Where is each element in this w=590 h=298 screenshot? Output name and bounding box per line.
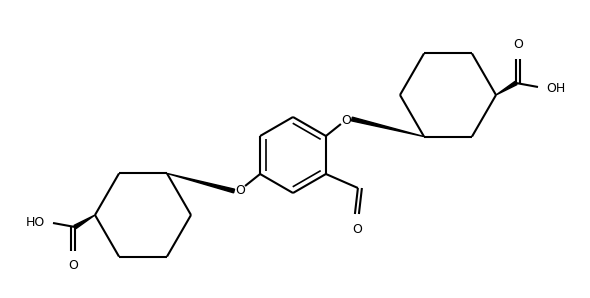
Text: O: O bbox=[235, 184, 245, 196]
Text: OH: OH bbox=[546, 81, 565, 94]
Polygon shape bbox=[74, 215, 95, 229]
Text: HO: HO bbox=[26, 215, 45, 229]
Polygon shape bbox=[167, 173, 235, 193]
Text: O: O bbox=[341, 114, 351, 126]
Text: O: O bbox=[513, 38, 523, 51]
Polygon shape bbox=[496, 81, 517, 95]
Text: O: O bbox=[68, 259, 78, 272]
Text: O: O bbox=[352, 223, 362, 236]
Polygon shape bbox=[352, 117, 424, 136]
